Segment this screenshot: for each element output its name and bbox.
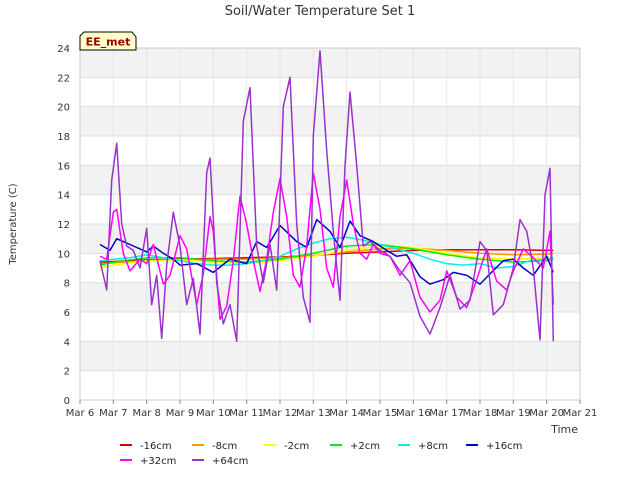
legend-label: -8cm	[212, 441, 237, 452]
x-tick-label: Mar 19	[496, 408, 531, 419]
x-tick-label: Mar 18	[463, 408, 498, 419]
series-lines	[99, 50, 555, 343]
series-line-plus64cm	[99, 50, 555, 343]
y-tick-label: 2	[64, 367, 70, 378]
annotation-label: EE_met	[86, 36, 131, 49]
y-tick-label: 8	[64, 279, 70, 290]
series-line-minus2cm	[99, 245, 554, 269]
legend-label: +32cm	[140, 456, 176, 467]
series-line-plus32cm	[99, 171, 555, 321]
x-tick-label: Mar 21	[563, 408, 598, 419]
y-tick-label: 18	[57, 132, 70, 143]
legend-label: -2cm	[284, 441, 309, 452]
x-tick-label: Mar 20	[529, 408, 564, 419]
background-band	[80, 341, 580, 371]
y-tick-label: 6	[64, 308, 70, 319]
legend-label: +2cm	[350, 441, 380, 452]
x-tick-label: Mar 10	[196, 408, 231, 419]
x-tick-label: Mar 11	[229, 408, 264, 419]
x-tick-label: Mar 8	[132, 408, 160, 419]
background-band	[80, 106, 580, 136]
legend-label: +16cm	[486, 441, 522, 452]
x-axis-label: Time	[550, 423, 578, 436]
legend-label: +64cm	[212, 456, 248, 467]
y-tick-label: 12	[57, 220, 70, 231]
y-tick-label: 24	[57, 44, 70, 55]
x-tick-label: Mar 7	[99, 408, 127, 419]
y-tick-label: 16	[57, 161, 70, 172]
legend-label: -16cm	[140, 441, 172, 452]
y-axis-label: Temperature (C)	[8, 183, 19, 265]
background-band	[80, 48, 580, 78]
y-tick-label: 0	[64, 396, 70, 407]
annotation-box-shape	[79, 31, 137, 51]
y-tick-label: 20	[57, 103, 70, 114]
legend-label: +8cm	[418, 441, 448, 452]
x-tick-label: Mar 14	[329, 408, 364, 419]
y-tick-label: 14	[57, 191, 70, 202]
x-tick-label: Mar 12	[263, 408, 298, 419]
plot-area-frame	[79, 47, 581, 401]
series-line-minus8cm	[99, 247, 554, 265]
chart-title: Soil/Water Temperature Set 1	[225, 4, 416, 19]
legend: -16cm -8cm -2cm +2cm +8cm +16cm +32cm +64cm	[120, 441, 522, 467]
x-tick-label: Mar 9	[166, 408, 194, 419]
y-tick-label: 4	[64, 337, 70, 348]
annotation-box: EE_met	[79, 31, 137, 51]
plot-background-bands	[80, 48, 580, 371]
x-tick-label: Mar 6	[66, 408, 94, 419]
x-tick-label: Mar 13	[296, 408, 331, 419]
y-tick-label: 10	[57, 249, 70, 260]
y-tick-label: 22	[57, 73, 70, 84]
x-tick-label: Mar 15	[363, 408, 398, 419]
x-tick-label: Mar 16	[396, 408, 431, 419]
x-tick-label: Mar 17	[429, 408, 464, 419]
